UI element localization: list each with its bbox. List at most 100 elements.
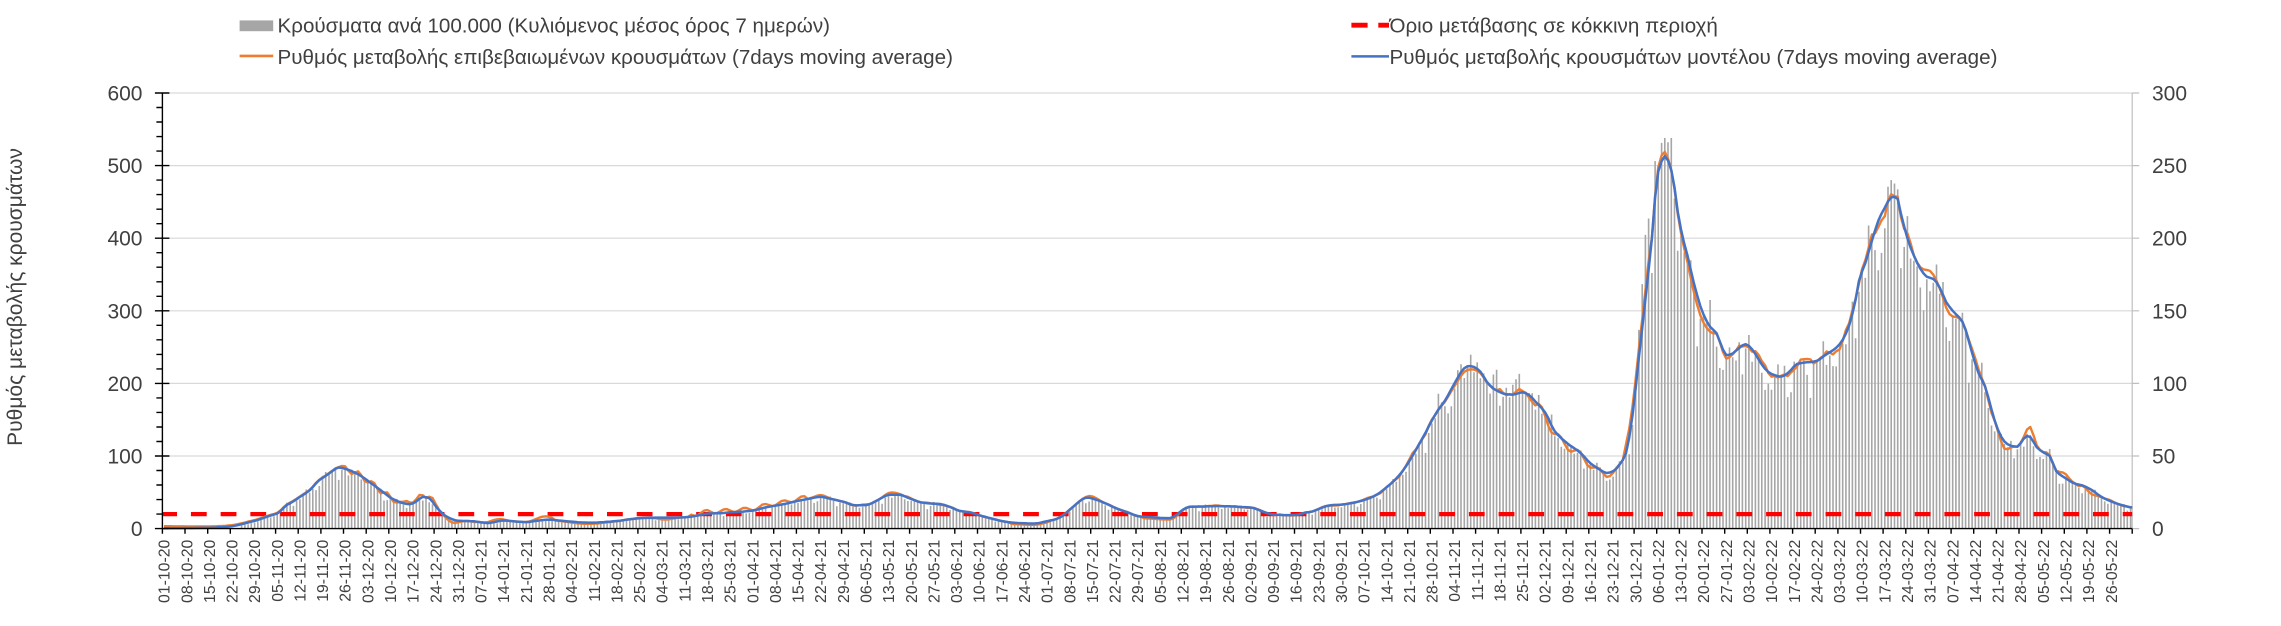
svg-text:10-06-21: 10-06-21 (972, 539, 989, 602)
svg-text:200: 200 (2152, 228, 2187, 251)
svg-text:06-01-22: 06-01-22 (1651, 540, 1668, 603)
svg-text:500: 500 (107, 155, 142, 178)
svg-text:11-02-21: 11-02-21 (587, 539, 604, 601)
svg-text:13-01-22: 13-01-22 (1674, 540, 1691, 603)
svg-text:30-09-21: 30-09-21 (1334, 539, 1351, 602)
svg-text:05-11-20: 05-11-20 (270, 539, 287, 601)
svg-text:10-03-22: 10-03-22 (1855, 540, 1872, 603)
svg-text:17-03-22: 17-03-22 (1877, 540, 1894, 603)
svg-text:15-10-20: 15-10-20 (202, 539, 219, 602)
svg-text:22-04-21: 22-04-21 (813, 539, 830, 602)
svg-text:11-03-21: 11-03-21 (677, 539, 694, 601)
svg-text:250: 250 (2152, 155, 2187, 178)
svg-text:01-04-21: 01-04-21 (745, 539, 762, 602)
svg-text:150: 150 (2152, 300, 2187, 323)
svg-text:19-08-21: 19-08-21 (1198, 539, 1215, 602)
svg-text:200: 200 (107, 373, 142, 396)
svg-text:30-12-21: 30-12-21 (1628, 539, 1645, 602)
svg-text:31-03-22: 31-03-22 (1923, 540, 1940, 603)
svg-text:24-03-22: 24-03-22 (1900, 540, 1917, 603)
svg-text:26-11-20: 26-11-20 (338, 539, 355, 601)
svg-text:Ρυθμός μεταβολής κρουσμάτων μο: Ρυθμός μεταβολής κρουσμάτων μοντέλου (7d… (1390, 46, 1998, 69)
svg-text:Ρυθμός μεταβολής κρουσμάτων: Ρυθμός μεταβολής κρουσμάτων (4, 148, 27, 446)
svg-text:23-09-21: 23-09-21 (1311, 539, 1328, 602)
svg-text:22-07-21: 22-07-21 (1108, 539, 1125, 602)
svg-text:04-02-21: 04-02-21 (564, 539, 581, 602)
svg-text:08-10-20: 08-10-20 (179, 539, 196, 602)
svg-text:31-12-20: 31-12-20 (451, 539, 468, 602)
svg-text:24-06-21: 24-06-21 (1017, 539, 1034, 602)
svg-text:11-11-21: 11-11-21 (1470, 539, 1487, 600)
svg-text:23-12-21: 23-12-21 (1606, 539, 1623, 602)
svg-text:03-03-22: 03-03-22 (1832, 540, 1849, 603)
svg-text:08-04-21: 08-04-21 (768, 539, 785, 602)
svg-text:02-09-21: 02-09-21 (1243, 539, 1260, 602)
svg-text:26-05-22: 26-05-22 (2104, 540, 2121, 603)
svg-text:12-08-21: 12-08-21 (1176, 539, 1193, 602)
svg-text:Όριο μετάβασης σε κόκκινη περι: Όριο μετάβασης σε κόκκινη περιοχή (1389, 15, 1718, 38)
svg-text:07-04-22: 07-04-22 (1945, 540, 1962, 603)
svg-text:01-07-21: 01-07-21 (1040, 539, 1057, 602)
svg-text:09-12-21: 09-12-21 (1560, 539, 1577, 602)
svg-text:29-04-21: 29-04-21 (836, 539, 853, 602)
svg-text:24-02-22: 24-02-22 (1809, 540, 1826, 603)
svg-text:02-12-21: 02-12-21 (1538, 539, 1555, 602)
svg-text:Κρούσματα ανά 100.000 (Κυλιόμε: Κρούσματα ανά 100.000 (Κυλιόμενος μέσος … (278, 15, 830, 38)
svg-text:25-11-21: 25-11-21 (1515, 539, 1532, 601)
svg-text:14-10-21: 14-10-21 (1379, 539, 1396, 602)
svg-text:50: 50 (2152, 446, 2175, 469)
svg-text:18-03-21: 18-03-21 (700, 539, 717, 602)
svg-text:16-09-21: 16-09-21 (1289, 539, 1306, 602)
svg-text:600: 600 (107, 83, 142, 106)
svg-text:28-01-21: 28-01-21 (542, 539, 559, 602)
svg-text:05-08-21: 05-08-21 (1153, 539, 1170, 602)
svg-text:25-03-21: 25-03-21 (723, 539, 740, 602)
svg-text:29-07-21: 29-07-21 (1130, 539, 1147, 602)
svg-text:100: 100 (107, 446, 142, 469)
svg-text:08-07-21: 08-07-21 (1062, 539, 1079, 602)
svg-text:27-01-22: 27-01-22 (1719, 540, 1736, 603)
svg-text:17-06-21: 17-06-21 (994, 539, 1011, 602)
svg-text:07-01-21: 07-01-21 (474, 539, 491, 602)
svg-text:17-02-22: 17-02-22 (1787, 540, 1804, 603)
svg-text:05-05-22: 05-05-22 (2036, 540, 2053, 603)
svg-text:21-04-22: 21-04-22 (1991, 540, 2008, 603)
svg-text:21-01-21: 21-01-21 (519, 539, 536, 602)
svg-text:22-10-20: 22-10-20 (225, 539, 242, 602)
svg-text:09-09-21: 09-09-21 (1266, 539, 1283, 602)
svg-text:06-05-21: 06-05-21 (859, 539, 876, 602)
svg-text:0: 0 (2152, 518, 2164, 541)
svg-text:20-01-22: 20-01-22 (1696, 540, 1713, 603)
svg-text:300: 300 (2152, 83, 2187, 106)
svg-text:10-02-22: 10-02-22 (1764, 540, 1781, 603)
svg-text:12-05-22: 12-05-22 (2059, 540, 2076, 603)
svg-text:15-07-21: 15-07-21 (1085, 539, 1102, 602)
svg-text:27-05-21: 27-05-21 (926, 539, 943, 602)
svg-text:19-05-22: 19-05-22 (2081, 540, 2098, 603)
svg-text:10-12-20: 10-12-20 (383, 539, 400, 602)
svg-text:18-02-21: 18-02-21 (609, 539, 626, 602)
svg-text:100: 100 (2152, 373, 2187, 396)
svg-text:0: 0 (131, 518, 143, 541)
svg-text:14-04-22: 14-04-22 (1968, 540, 1985, 603)
svg-text:Ρυθμός μεταβολής επιβεβαιωμένω: Ρυθμός μεταβολής επιβεβαιωμένων κρουσμάτ… (278, 46, 953, 69)
svg-text:12-11-20: 12-11-20 (293, 539, 310, 601)
svg-text:400: 400 (107, 228, 142, 251)
svg-text:13-05-21: 13-05-21 (881, 539, 898, 602)
svg-text:04-11-21: 04-11-21 (1447, 539, 1464, 601)
svg-text:07-10-21: 07-10-21 (1357, 539, 1374, 602)
svg-text:21-10-21: 21-10-21 (1402, 539, 1419, 602)
svg-text:25-02-21: 25-02-21 (632, 539, 649, 602)
svg-text:18-11-21: 18-11-21 (1493, 539, 1510, 601)
svg-text:300: 300 (107, 300, 142, 323)
svg-text:03-06-21: 03-06-21 (949, 539, 966, 602)
svg-text:19-11-20: 19-11-20 (315, 539, 332, 601)
svg-text:26-08-21: 26-08-21 (1221, 539, 1238, 602)
svg-text:15-04-21: 15-04-21 (791, 539, 808, 602)
svg-text:28-04-22: 28-04-22 (2013, 540, 2030, 603)
svg-text:28-10-21: 28-10-21 (1425, 539, 1442, 602)
svg-text:01-10-20: 01-10-20 (157, 539, 174, 602)
svg-text:17-12-20: 17-12-20 (406, 539, 423, 602)
svg-text:29-10-20: 29-10-20 (247, 539, 264, 602)
svg-text:14-01-21: 14-01-21 (496, 539, 513, 602)
